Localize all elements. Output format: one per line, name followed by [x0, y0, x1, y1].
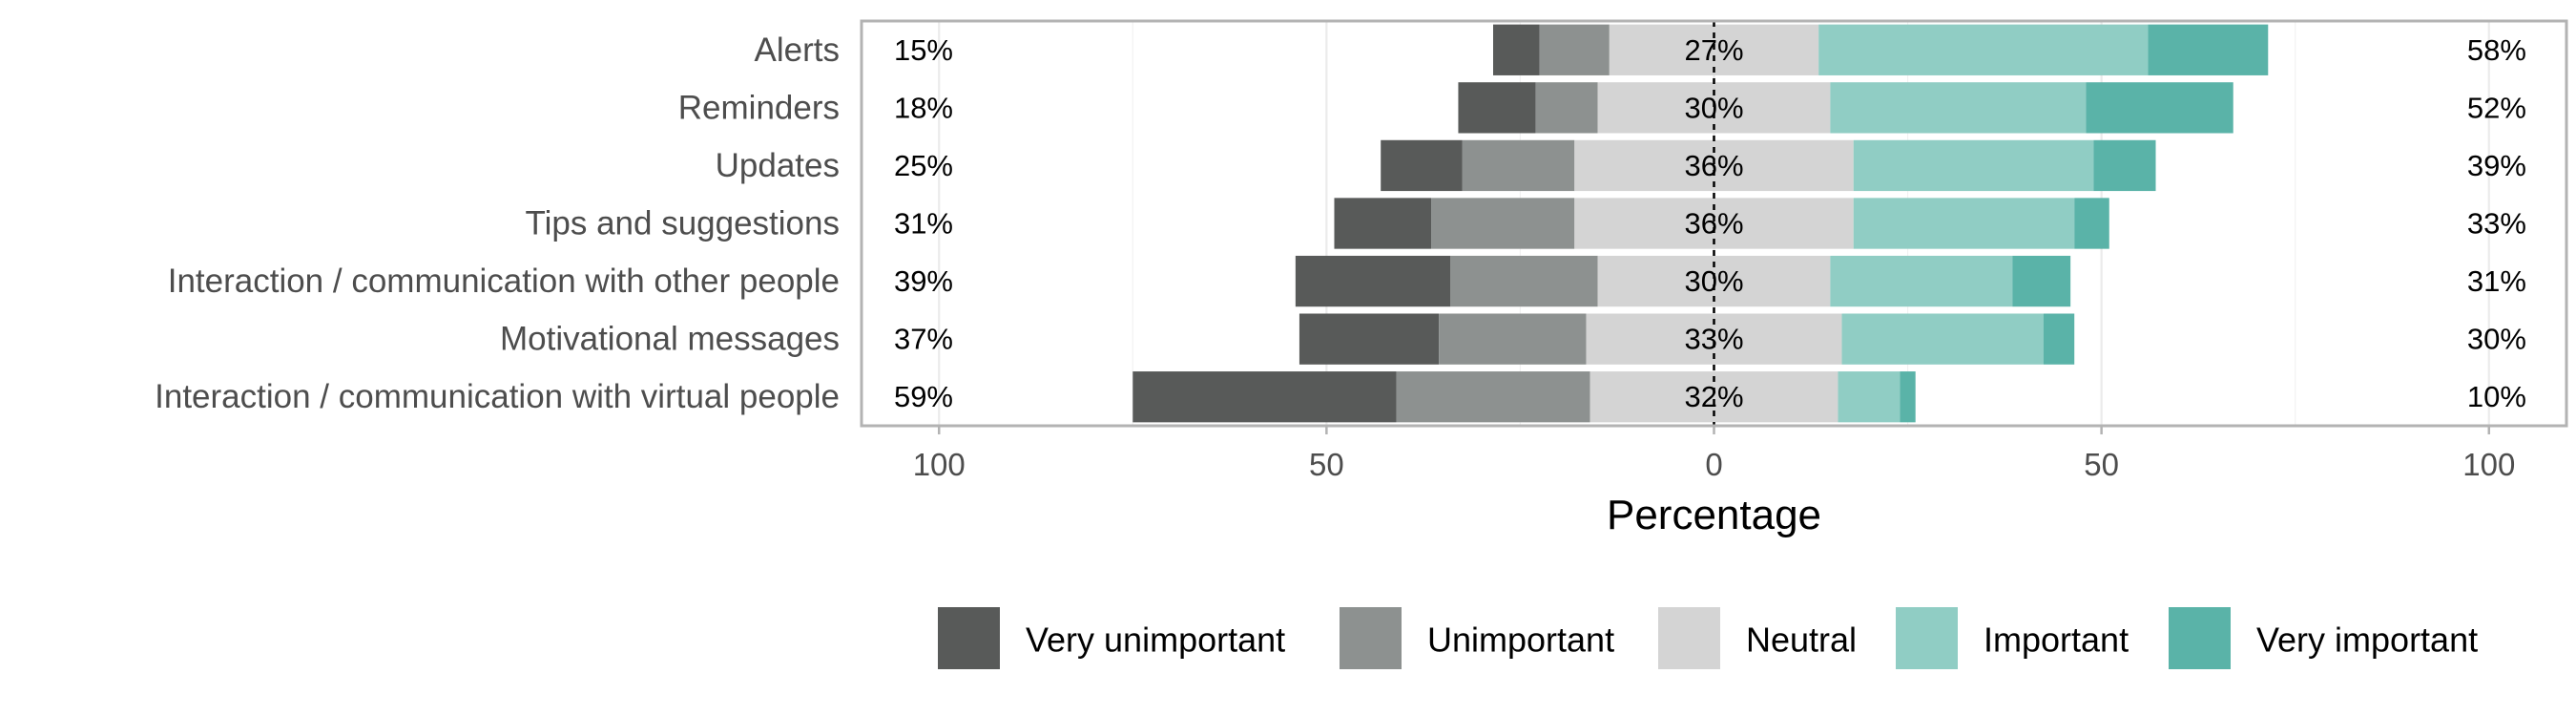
left-percentage-label: 37% — [894, 323, 953, 356]
bar-segment — [1295, 255, 1451, 307]
legend-swatch — [1658, 607, 1720, 669]
category-label: Interaction / communication with virtual… — [155, 378, 840, 415]
bar-segment — [1853, 139, 2094, 192]
right-percentage-label: 31% — [2467, 264, 2526, 298]
legend-swatch — [938, 607, 1000, 669]
x-axis-title: Percentage — [1607, 492, 1821, 538]
bar-segment — [1841, 313, 2044, 365]
left-percentage-label: 31% — [894, 207, 953, 241]
bar-segment — [1298, 313, 1440, 365]
x-tick-label: 50 — [1309, 447, 1344, 482]
legend: Very unimportant Unimportant Neutral Import… — [938, 607, 2478, 669]
center-percentage-label: 36% — [1684, 149, 1743, 182]
center-percentage-label: 30% — [1684, 91, 1743, 124]
bar-segment — [1830, 82, 2087, 134]
center-percentage-label: 36% — [1684, 207, 1743, 241]
right-percentage-label: 30% — [2467, 323, 2526, 356]
bar-segment — [1830, 255, 2013, 307]
category-label: Reminders — [678, 89, 840, 126]
legend-swatch — [1340, 607, 1402, 669]
bar-segment — [2043, 313, 2075, 365]
category-labels: Alerts Reminders Updates Tips and suggestio… — [155, 32, 840, 415]
left-percentage-label: 39% — [894, 264, 953, 298]
category-label: Alerts — [755, 32, 840, 69]
right-percentage-label: 33% — [2467, 207, 2526, 241]
percentage-labels: 15% 27% 58% 18% 30% 52% 25% 36% 39% 31% 36% 33% 39% 3… — [894, 33, 2526, 413]
bar-segment — [1458, 82, 1536, 134]
right-percentage-label: 58% — [2467, 33, 2526, 67]
left-percentage-label: 25% — [894, 149, 953, 182]
bar-segment — [1381, 139, 1463, 192]
bar-segment — [1535, 82, 1598, 134]
left-percentage-label: 18% — [894, 91, 953, 124]
x-tick-label: 100 — [2462, 447, 2515, 482]
category-label: Motivational messages — [500, 321, 840, 358]
bar-segment — [1431, 198, 1575, 249]
right-percentage-label: 39% — [2467, 149, 2526, 182]
bar-segment — [1539, 24, 1610, 75]
right-percentage-label: 10% — [2467, 380, 2526, 413]
center-percentage-label: 33% — [1684, 323, 1743, 356]
legend-label: Very important — [2256, 621, 2478, 660]
center-percentage-label: 30% — [1684, 264, 1743, 298]
x-axis-ticks: 100 50 0 50 100 — [913, 426, 2515, 482]
bar-segment — [1439, 313, 1587, 365]
legend-label: Neutral — [1746, 621, 1857, 660]
bar-segment — [1493, 24, 1540, 75]
bar-segment — [2086, 82, 2233, 134]
x-tick-label: 100 — [913, 447, 966, 482]
legend-label: Very unimportant — [1026, 621, 1285, 660]
bar-segment — [2074, 198, 2109, 249]
legend-label: Unimportant — [1427, 621, 1614, 660]
category-label: Tips and suggestions — [526, 205, 840, 242]
bar-segment — [1334, 198, 1432, 249]
bar-segment — [2148, 24, 2269, 75]
bar-segment — [2012, 255, 2071, 307]
legend-swatch — [1896, 607, 1958, 669]
x-tick-label: 50 — [2084, 447, 2119, 482]
center-percentage-label: 32% — [1684, 380, 1743, 413]
bar-segment — [1900, 371, 1916, 423]
left-percentage-label: 59% — [894, 380, 953, 413]
x-tick-label: 0 — [1705, 447, 1722, 482]
bar-segment — [1462, 139, 1575, 192]
bar-segment — [1450, 255, 1598, 307]
bar-segment — [1396, 371, 1590, 423]
category-label: Updates — [716, 147, 840, 184]
bar-segment — [1838, 371, 1901, 423]
legend-swatch — [2169, 607, 2231, 669]
right-percentage-label: 52% — [2467, 91, 2526, 124]
bar-segment — [1818, 24, 2149, 75]
left-percentage-label: 15% — [894, 33, 953, 67]
bar-segment — [1853, 198, 2075, 249]
category-label: Interaction / communication with other p… — [168, 263, 840, 300]
center-percentage-label: 27% — [1684, 33, 1743, 67]
bar-segment — [2093, 139, 2156, 192]
legend-label: Important — [1984, 621, 2129, 660]
bar-segment — [1132, 371, 1397, 423]
